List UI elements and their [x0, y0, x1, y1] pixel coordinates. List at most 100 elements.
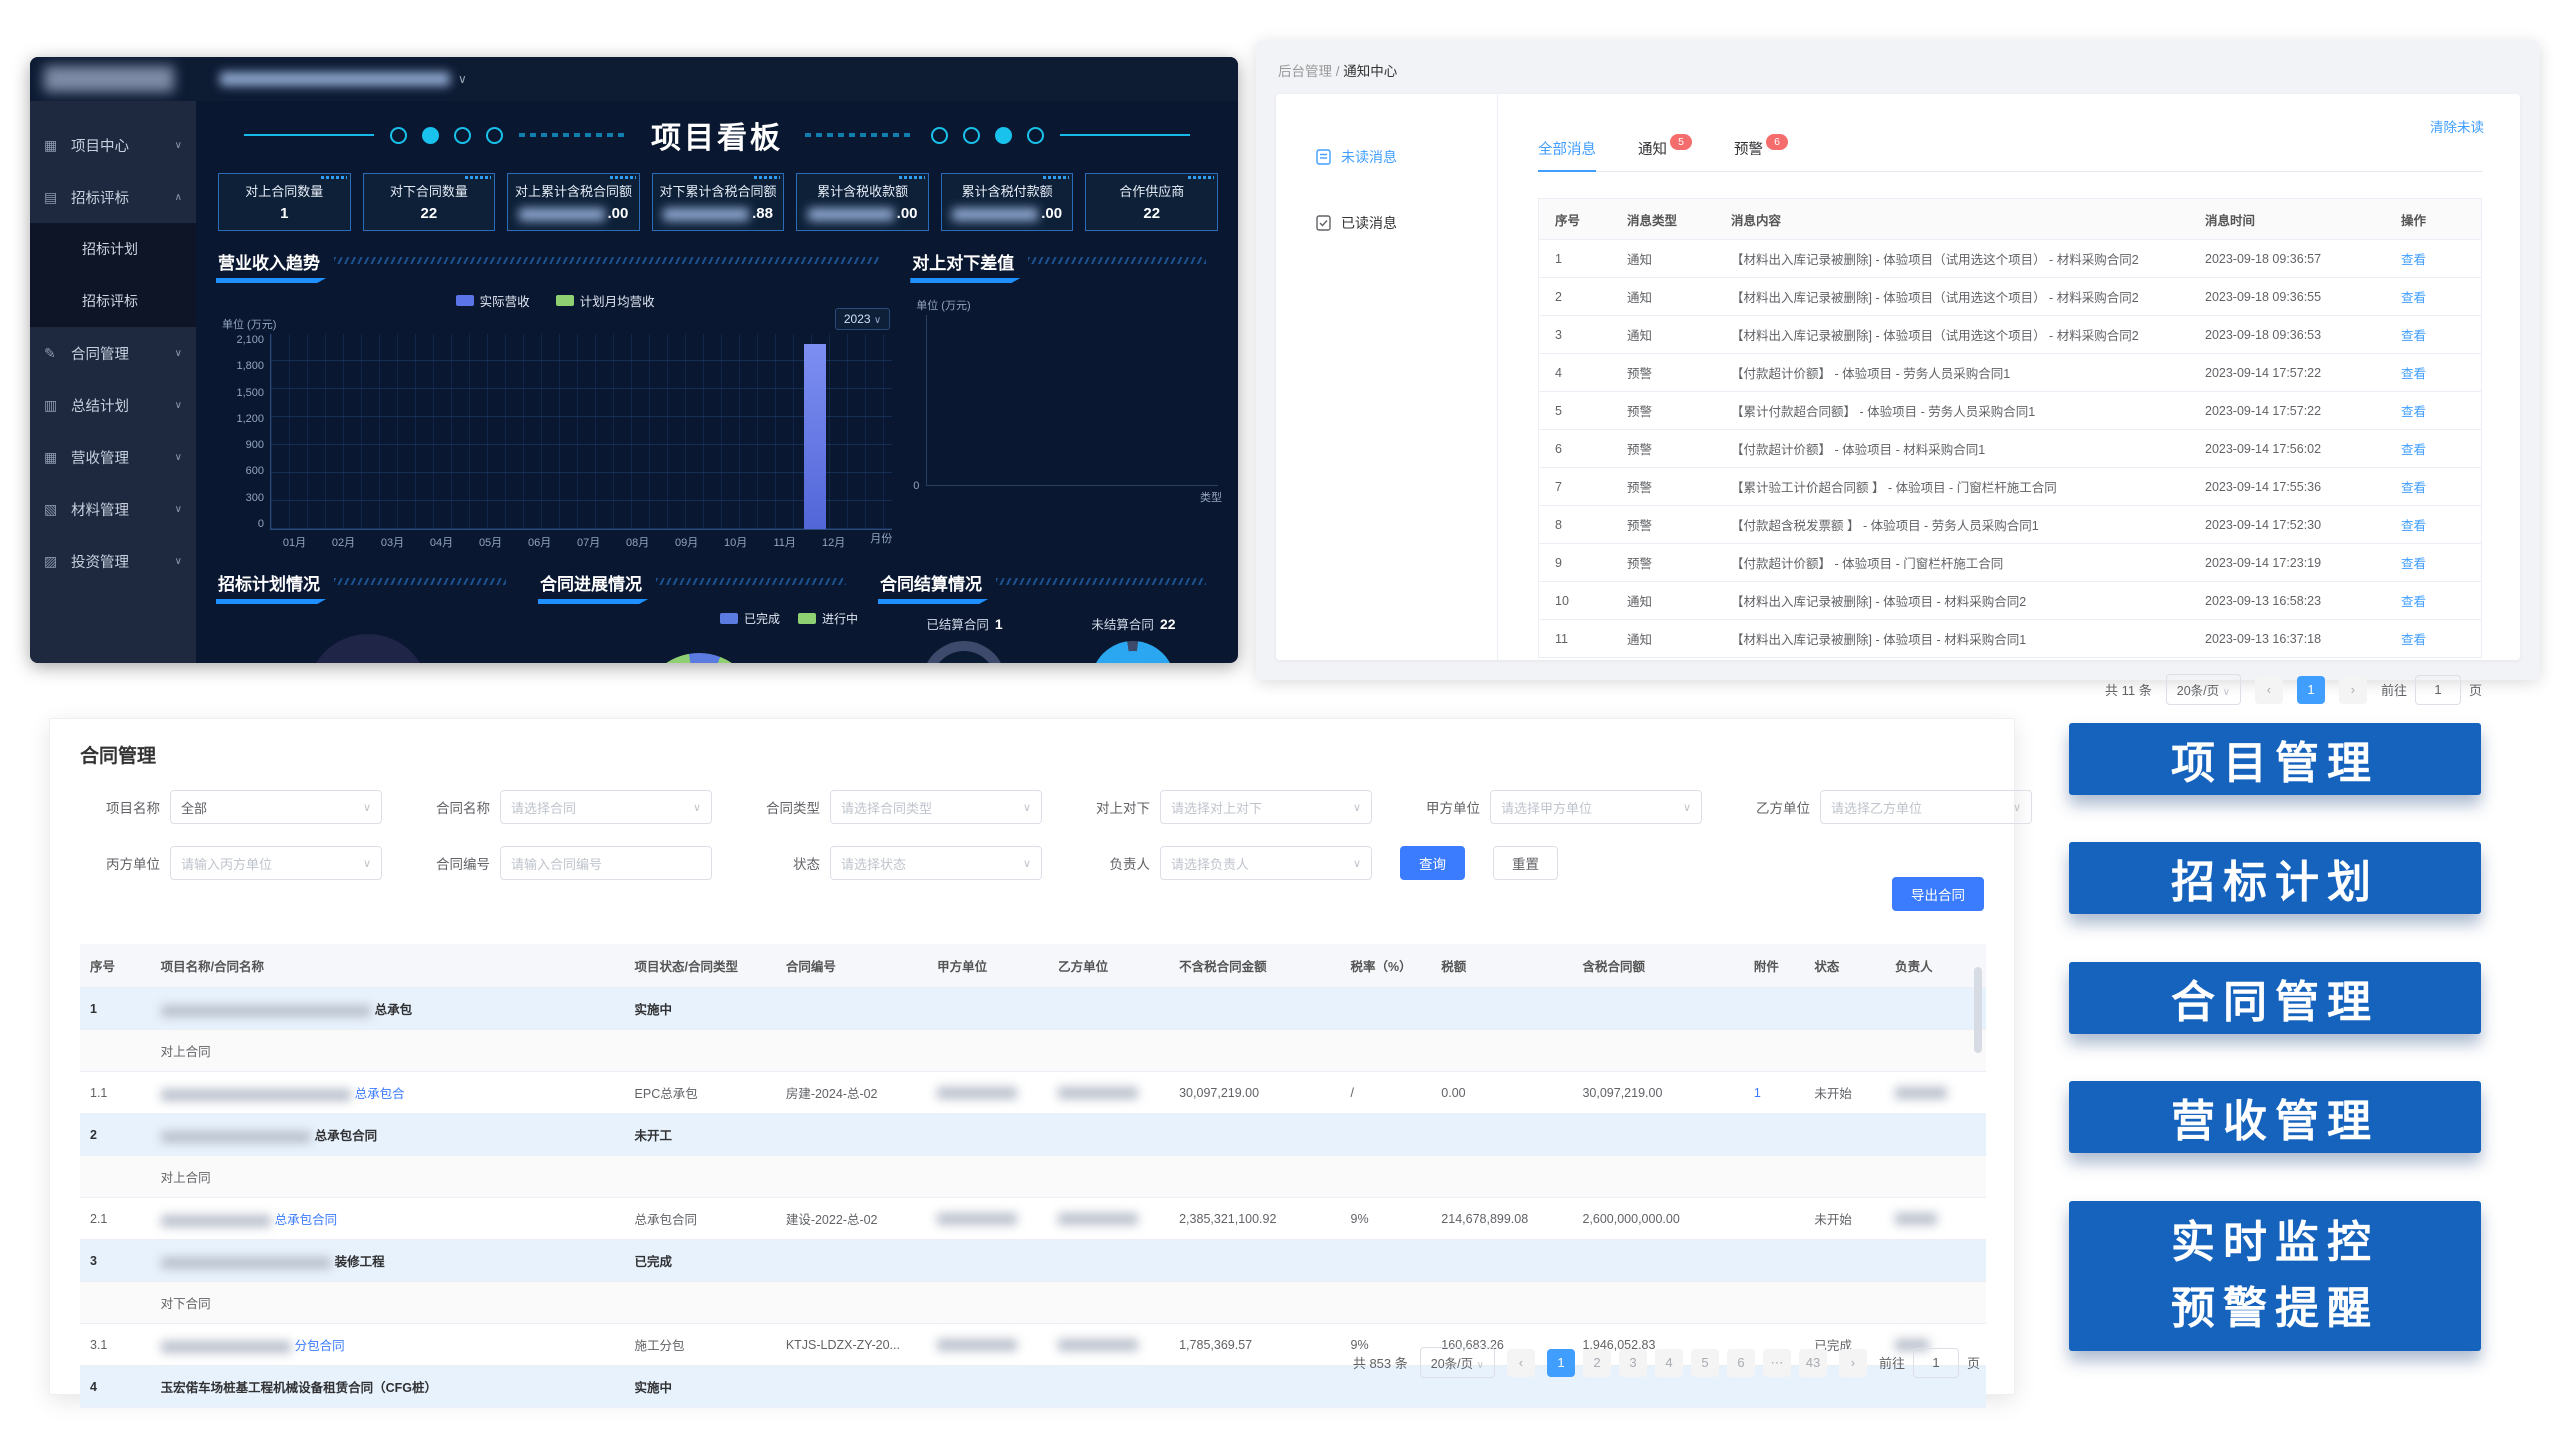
page-button-43[interactable]: 43 — [1798, 1348, 1827, 1377]
sidebar-item-contract-management[interactable]: ✎ 合同管理 ∨ — [44, 344, 182, 363]
redacted-owner — [1895, 1213, 1938, 1226]
menu-item-read[interactable]: 已读消息 — [1276, 208, 1497, 238]
page-button-4[interactable]: 4 — [1654, 1348, 1683, 1377]
dashboard-main: 项目看板 对上合同数量 1 对下合同数量 22 对上累计含税合同额 .00 对下… — [196, 101, 1238, 663]
filter-project-name: 项目名称 全部 ∨ — [80, 790, 382, 824]
table-row: 4 预警 【付款超计价额】 - 体验项目 - 劳务人员采购合同1 2023-09-14… — [1539, 354, 2481, 392]
redacted-party-a — [937, 1213, 1018, 1226]
sidebar-submenu: 招标计划 招标评标 — [30, 223, 196, 327]
reset-button[interactable]: 重置 — [1493, 846, 1558, 880]
export-contracts-button[interactable]: 导出合同 — [1892, 877, 1984, 911]
kpi-row: 对上合同数量 1 对下合同数量 22 对上累计含税合同额 .00 对下累计含税合… — [218, 173, 1219, 231]
kpi-card-upstream-contract-amount: 对上累计含税合同额 .00 — [507, 173, 640, 231]
decoration-dashes — [805, 133, 915, 137]
contract-type-select[interactable]: 请选择合同类型 ∨ — [830, 790, 1042, 824]
view-link[interactable]: 查看 — [2401, 633, 2427, 647]
view-link[interactable]: 查看 — [2401, 253, 2427, 267]
filter-updown: 对上对下 请选择对上对下 ∨ — [1070, 790, 1372, 824]
sidebar-item-bid-plan[interactable]: 招标计划 — [82, 241, 138, 257]
side-button-bidding-plan[interactable]: 招标计划 — [2069, 842, 2481, 914]
goto-page-input[interactable]: 1 — [2414, 674, 2461, 705]
pagination: 共 853 条 20条/页 ∨ ‹ 1 2 3 4 5 6 ⋯ 43 › 前往 … — [1353, 1347, 1980, 1378]
party-b-select[interactable]: 请选择乙方单位 ∨ — [1820, 790, 2032, 824]
page-title: 项目看板 — [651, 122, 783, 155]
view-link[interactable]: 查看 — [2401, 405, 2427, 419]
sidebar-item-bid-evaluation[interactable]: ▤ 招标评标 ∧ — [44, 188, 182, 207]
contract-progress-section: 合同进展情况 已完成 进行中 已完成 — [540, 570, 858, 663]
dashboard-topbar: ∨ — [30, 57, 1238, 101]
contract-code-input[interactable]: 请输入合同编号 — [500, 846, 712, 880]
kpi-card-paid-amount: 累计含税付款额 .00 — [940, 173, 1074, 231]
contract-link[interactable]: 总承包合 — [354, 1087, 405, 1101]
page-button-6[interactable]: 6 — [1726, 1348, 1755, 1377]
updown-select[interactable]: 请选择对上对下 ∨ — [1160, 790, 1372, 824]
prev-page-button[interactable]: ‹ — [2254, 675, 2283, 704]
side-button-project-management[interactable]: 项目管理 — [2069, 723, 2481, 795]
page-ellipsis[interactable]: ⋯ — [1762, 1348, 1791, 1377]
side-button-contract-management[interactable]: 合同管理 — [2069, 962, 2481, 1034]
contract-link[interactable]: 总承包合同 — [274, 1213, 338, 1227]
legend-item-actual-revenue[interactable]: 实际营收 — [455, 291, 530, 310]
party-a-select[interactable]: 请选择甲方单位 ∨ — [1490, 790, 1702, 824]
y-axis-unit: 单位 (万元) — [222, 319, 277, 331]
sidebar-item-material-management[interactable]: ▧ 材料管理 ∨ — [44, 500, 182, 519]
search-button[interactable]: 查询 — [1400, 846, 1465, 880]
view-link[interactable]: 查看 — [2401, 367, 2427, 381]
section-decoration — [334, 578, 506, 585]
view-link[interactable]: 查看 — [2401, 329, 2427, 343]
sidebar-item-project-center[interactable]: ▦ 项目中心 ∨ — [44, 136, 182, 155]
redacted-party-a — [937, 1087, 1018, 1100]
view-link[interactable]: 查看 — [2401, 481, 2427, 495]
chevron-down-icon: ∨ — [458, 72, 467, 86]
page-size-select[interactable]: 20条/页 ∨ — [1419, 1347, 1495, 1378]
tab-all-messages[interactable]: 全部消息 — [1538, 138, 1596, 172]
view-link[interactable]: 查看 — [2401, 557, 2427, 571]
page-button-1[interactable]: 1 — [2296, 675, 2325, 704]
next-page-button[interactable]: › — [1838, 1348, 1867, 1377]
contract-link[interactable]: 分包合同 — [294, 1339, 345, 1353]
contract-direction-row: 对上合同 — [80, 1155, 1986, 1198]
party-c-input[interactable]: 请输入丙方单位 ∨ — [170, 846, 382, 880]
revenue-trend-section: 营业收入趋势 实际营收 计划月均营收 单位 (万元) 2 — [218, 249, 893, 550]
project-name-select[interactable]: 全部 ∨ — [170, 790, 382, 824]
legend-item-planned-revenue[interactable]: 计划月均营收 — [555, 291, 655, 310]
contract-name-select[interactable]: 请选择合同 ∨ — [500, 790, 712, 824]
tree-icon: ▧ — [44, 500, 58, 517]
view-link[interactable]: 查看 — [2401, 443, 2427, 457]
sidebar-item-bid-evaluation-sub[interactable]: 招标评标 — [82, 293, 138, 309]
page-button-3[interactable]: 3 — [1618, 1348, 1647, 1377]
project-selector[interactable]: ∨ — [220, 72, 467, 86]
legend-item-completed[interactable]: 已完成 — [719, 610, 780, 627]
view-link[interactable]: 查看 — [2401, 595, 2427, 609]
page-button-5[interactable]: 5 — [1690, 1348, 1719, 1377]
prev-page-button[interactable]: ‹ — [1506, 1348, 1535, 1377]
sidebar-item-investment-management[interactable]: ▨ 投资管理 ∨ — [44, 552, 182, 571]
message-table: 序号 消息类型 消息内容 消息时间 操作 1 通知 【材料出入库记录被删除] - 体验项… — [1538, 198, 2482, 658]
clear-unread-link[interactable]: 清除未读 — [2430, 120, 2484, 135]
table-scrollbar[interactable] — [1974, 967, 1982, 1053]
view-link[interactable]: 查看 — [2401, 291, 2427, 305]
tab-notifications[interactable]: 通知 5 — [1638, 134, 1692, 159]
next-page-button[interactable]: › — [2338, 675, 2367, 704]
page-button-1[interactable]: 1 — [1546, 1348, 1575, 1377]
table-row: 5 预警 【累计付款超合同额】 - 体验项目 - 劳务人员采购合同1 2023-09-… — [1539, 392, 2481, 430]
goto-page-input[interactable]: 1 — [1912, 1347, 1959, 1378]
menu-item-unread[interactable]: 未读消息 — [1276, 142, 1497, 172]
legend-item-in-progress[interactable]: 进行中 — [797, 610, 858, 627]
sidebar-item-summary-plan[interactable]: ▥ 总结计划 ∨ — [44, 396, 182, 415]
page-button-2[interactable]: 2 — [1582, 1348, 1611, 1377]
page-size-select[interactable]: 20条/页 ∨ — [2165, 674, 2241, 705]
table-row: 6 预警 【付款超计价额】 - 体验项目 - 材料采购合同1 2023-09-14 1… — [1539, 430, 2481, 468]
year-select[interactable]: 2023 ∨ — [834, 308, 891, 330]
side-button-revenue-management[interactable]: 营收管理 — [2069, 1081, 2481, 1153]
owner-select[interactable]: 请选择负责人 ∨ — [1160, 846, 1372, 880]
bidding-plan-section: 招标计划情况 — [218, 570, 518, 663]
side-button-realtime-monitoring[interactable]: 实时监控 预警提醒 — [2069, 1201, 2481, 1351]
sidebar-item-revenue-management[interactable]: ▦ 营收管理 ∨ — [44, 448, 182, 467]
status-select[interactable]: 请选择状态 ∨ — [830, 846, 1042, 880]
attachment-link[interactable]: 1 — [1753, 1085, 1761, 1100]
breadcrumb-parent[interactable]: 后台管理 — [1278, 64, 1332, 79]
view-link[interactable]: 查看 — [2401, 519, 2427, 533]
tab-warnings[interactable]: 预警 6 — [1734, 134, 1788, 159]
updown-diff-section: 对上对下差值 单位 (万元) 0 类型 — [912, 249, 1222, 550]
